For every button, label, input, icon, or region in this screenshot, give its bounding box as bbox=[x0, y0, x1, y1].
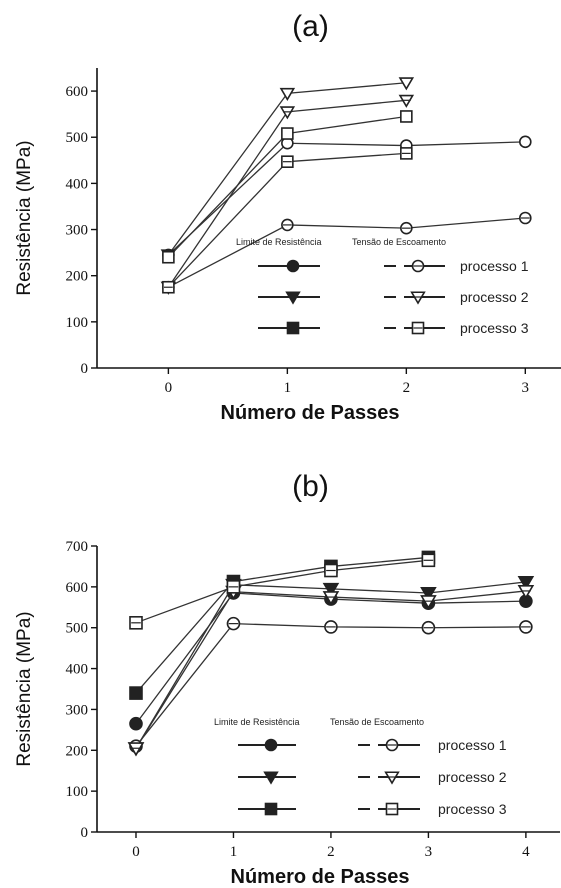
chart-b-series-4-point bbox=[322, 591, 340, 606]
chart-b-legend-header-left: Limite de Resistência bbox=[214, 717, 300, 727]
chart-a-legend-header-left: Limite de Resistência bbox=[236, 237, 322, 247]
chart-a-legend-marker-right bbox=[410, 291, 426, 305]
chart-a-legend-entry: processo 2 bbox=[460, 289, 529, 305]
chart-b-x-tick-label: 2 bbox=[327, 844, 335, 860]
chart-a-legend-marker-left bbox=[286, 321, 300, 335]
chart-b-legend-marker-left bbox=[263, 771, 279, 785]
chart-b-y-tick-label: 100 bbox=[66, 784, 89, 800]
chart-b-series-1-point bbox=[322, 582, 340, 598]
chart-b-legend-marker-left bbox=[264, 738, 278, 752]
chart-a-series-1-point bbox=[398, 77, 415, 91]
chart-b-x-tick-label: 4 bbox=[522, 844, 530, 860]
chart-a-x-tick-label: 1 bbox=[284, 380, 292, 396]
chart-b-y-tick-label: 500 bbox=[66, 621, 89, 637]
chart-a-y-tick-label: 0 bbox=[81, 361, 89, 377]
chart-b-y-tick-label: 0 bbox=[81, 825, 89, 841]
chart-a-series-2-point bbox=[162, 250, 175, 264]
chart-b-series-line-3 bbox=[135, 622, 526, 747]
chart-b-y-tick-label: 400 bbox=[66, 662, 89, 678]
chart-b-series-1-point bbox=[420, 587, 437, 602]
chart-b: 0 100 200 300 400 500 600 700 0 1 2 3 4 Resistência (… bbox=[14, 539, 560, 888]
chart-b-y-axis-label: Resistência (MPa) bbox=[14, 611, 35, 766]
chart-a-series-line-0 bbox=[167, 141, 526, 256]
chart-a-series-2-point bbox=[281, 127, 294, 140]
chart-b-y-tick-label: 700 bbox=[66, 539, 89, 555]
chart-a-title: (a) bbox=[292, 10, 329, 43]
chart-a-series-4-point bbox=[279, 106, 296, 120]
chart-a-series-2-point bbox=[400, 110, 413, 123]
chart-b-y-tick-label: 200 bbox=[66, 743, 89, 759]
chart-b-x-tick-label: 3 bbox=[425, 844, 433, 860]
chart-b-legend-header-right: Tensão de Escoamento bbox=[330, 717, 424, 727]
chart-a-series-1-point bbox=[279, 87, 296, 101]
chart-b-x-axis-label: Número de Passes bbox=[231, 866, 410, 888]
chart-b-series-line-2 bbox=[135, 556, 429, 694]
chart-b-y-tick-label: 600 bbox=[66, 580, 89, 596]
chart-a-legend-entry: processo 1 bbox=[460, 258, 529, 274]
chart-a-legend-marker-left bbox=[286, 259, 300, 273]
chart-b-title: (b) bbox=[292, 470, 329, 503]
chart-b-legend-entry: processo 2 bbox=[438, 769, 507, 785]
chart-b-legend-marker-left bbox=[264, 802, 278, 816]
chart-b-x-tick-label: 0 bbox=[132, 844, 140, 860]
chart-b-y-tick-label: 300 bbox=[66, 702, 89, 718]
chart-a-legend-header-right: Tensão de Escoamento bbox=[352, 237, 446, 247]
chart-b-series-4-point bbox=[127, 742, 145, 757]
chart-a-y-tick-label: 400 bbox=[66, 176, 89, 192]
chart-b-series-0-point bbox=[129, 716, 143, 731]
chart-b-series-line-0 bbox=[135, 592, 526, 725]
chart-b-series-4-point bbox=[420, 595, 437, 610]
chart-a-y-tick-label: 600 bbox=[66, 84, 89, 100]
chart-a-series-4-point bbox=[398, 94, 415, 108]
chart-a-y-tick-label: 200 bbox=[66, 269, 89, 285]
chart-a: 0 100 200 300 400 500 600 0 1 2 3 Resistência (MPa)… bbox=[14, 68, 561, 424]
chart-a-x-tick-label: 3 bbox=[522, 380, 530, 396]
chart-a-y-tick-label: 300 bbox=[66, 223, 89, 239]
chart-a-series-line-3 bbox=[168, 217, 526, 288]
chart-a-y-tick-label: 500 bbox=[66, 130, 89, 146]
chart-a-legend-entry: processo 3 bbox=[460, 320, 529, 336]
chart-a-x-axis-label: Número de Passes bbox=[221, 402, 400, 424]
chart-b-legend-entry: processo 1 bbox=[438, 737, 507, 753]
chart-a-y-axis-label: Resistência (MPa) bbox=[14, 140, 35, 295]
chart-b-x-tick-label: 1 bbox=[230, 844, 238, 860]
chart-b-series-2-point bbox=[129, 686, 143, 700]
chart-b-legend-entry: processo 3 bbox=[438, 801, 507, 817]
chart-a-x-tick-label: 0 bbox=[165, 380, 173, 396]
chart-b-legend-marker-right bbox=[384, 771, 400, 785]
chart-a-legend-marker-left bbox=[285, 291, 301, 305]
chart-b-series-4-point bbox=[517, 584, 535, 600]
chart-b-series-1-point bbox=[517, 575, 535, 591]
chart-a-y-tick-label: 100 bbox=[66, 315, 89, 331]
chart-a-x-tick-label: 2 bbox=[403, 380, 411, 396]
chart-a-series-0-point bbox=[519, 135, 532, 149]
chart-b-series-line-5 bbox=[135, 559, 429, 624]
